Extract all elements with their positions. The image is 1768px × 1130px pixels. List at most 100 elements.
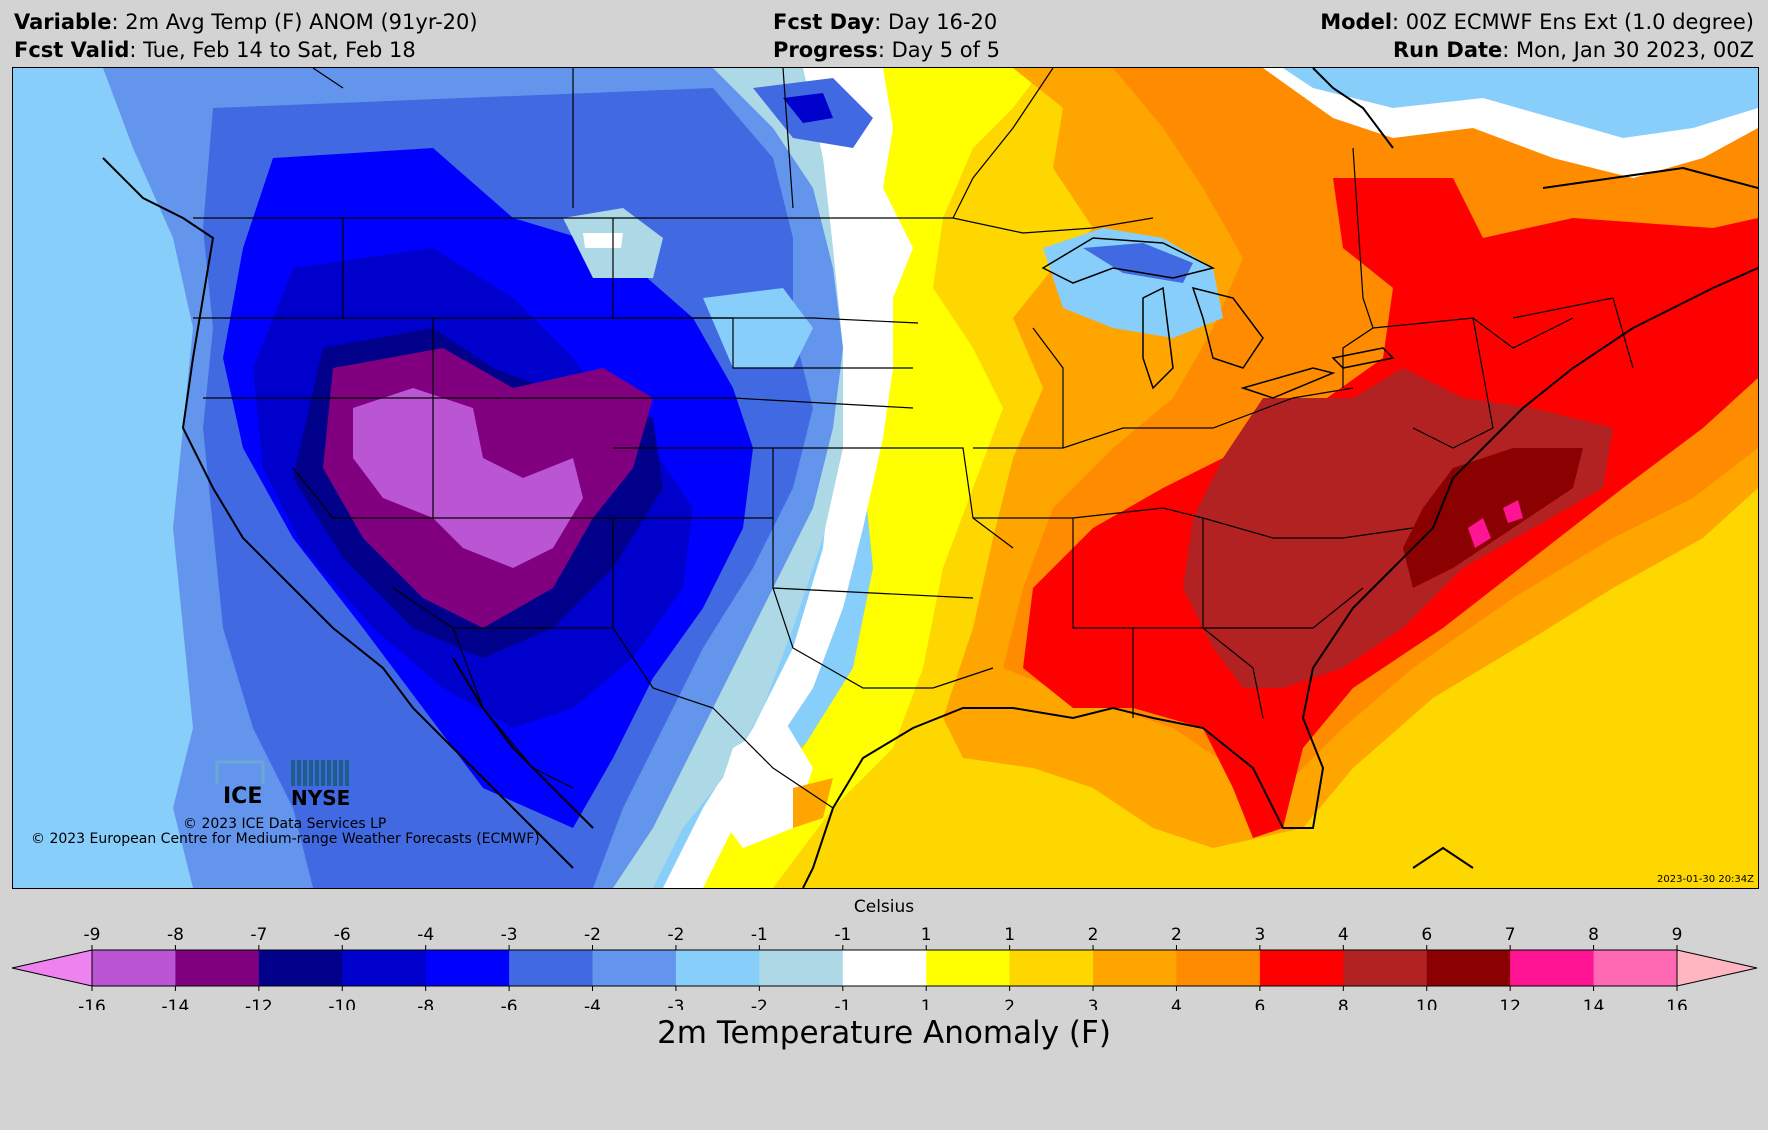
nyse-bar bbox=[345, 760, 349, 786]
border-line bbox=[193, 217, 1154, 234]
header-right: Model: 00Z ECMWF Ens Ext (1.0 degree) Ru… bbox=[1320, 8, 1754, 64]
nyse-logo-mark bbox=[291, 760, 349, 786]
colorbar-title: 2m Temperature Anomaly (F) bbox=[657, 1015, 1111, 1051]
fahrenheit-tick-label: 8 bbox=[1338, 997, 1349, 1010]
colorbar-swatch bbox=[842, 950, 927, 986]
border-line bbox=[773, 447, 1014, 549]
celsius-tick-label: 2 bbox=[1171, 925, 1182, 945]
colorbar-svg: Celsius -9 -8 -7 -6 -4 -3 -2 -2 -1 -1 1 1 2 2 3 4 6 7 8 9 -… bbox=[11, 897, 1758, 1010]
celsius-tick-label: 8 bbox=[1588, 925, 1599, 945]
colorbar-celsius-label: Celsius bbox=[854, 897, 914, 917]
state-borders bbox=[193, 68, 1634, 809]
header-center: Fcst Day: Day 16-20 Progress: Day 5 of 5 bbox=[773, 8, 1000, 64]
border-line bbox=[1412, 317, 1494, 449]
border-line bbox=[952, 68, 1054, 219]
celsius-tick-label: 3 bbox=[1254, 925, 1265, 945]
colorbar-swatch bbox=[175, 950, 260, 986]
anomaly-zone bbox=[713, 718, 813, 848]
fahrenheit-tick-label: 12 bbox=[1499, 997, 1521, 1010]
ice-logo-bracket bbox=[215, 760, 265, 784]
anomaly-zone bbox=[353, 388, 583, 568]
nyse-bar bbox=[303, 760, 307, 786]
coastline bbox=[452, 657, 594, 829]
fahrenheit-tick-label: -2 bbox=[751, 997, 768, 1010]
model-value: : 00Z ECMWF Ens Ext (1.0 degree) bbox=[1392, 10, 1754, 34]
anomaly-map-svg bbox=[102, 68, 1758, 888]
colorbar-swatch bbox=[926, 950, 1011, 986]
celsius-tick-label: 2 bbox=[1088, 925, 1099, 945]
colorbar: Celsius -9 -8 -7 -6 -4 -3 -2 -2 -1 -1 1 1 2 2 3 4 6 7 8 9 -… bbox=[0, 890, 1768, 1090]
border-line bbox=[782, 68, 794, 209]
ecmwf-credit: © 2023 European Centre for Medium-range … bbox=[31, 831, 540, 847]
header-left: Variable: 2m Avg Temp (F) ANOM (91yr-20)… bbox=[14, 8, 478, 64]
anomaly-zone bbox=[783, 93, 833, 123]
fahrenheit-tick-label: 3 bbox=[1088, 997, 1099, 1010]
coastline bbox=[832, 267, 1758, 829]
fahrenheit-tick-label: -6 bbox=[501, 997, 518, 1010]
border-line bbox=[973, 387, 1354, 449]
anomaly-zone bbox=[1083, 243, 1193, 283]
fahrenheit-tick-label: -4 bbox=[584, 997, 601, 1010]
border-line bbox=[612, 627, 834, 809]
border-line bbox=[452, 627, 574, 789]
colorbar-swatch bbox=[1009, 950, 1094, 986]
progress-value: : Day 5 of 5 bbox=[877, 38, 1001, 62]
celsius-tick-label: 1 bbox=[921, 925, 932, 945]
border-line bbox=[203, 317, 434, 399]
fcst-day-label: Fcst Day bbox=[773, 10, 875, 34]
anomaly-zone bbox=[583, 233, 623, 248]
colorbar-swatch bbox=[1093, 950, 1177, 986]
fahrenheit-tick-label: 16 bbox=[1666, 997, 1688, 1010]
lake-superior bbox=[1041, 237, 1216, 284]
lake-huron bbox=[1191, 286, 1264, 369]
celsius-tick-label: -7 bbox=[250, 925, 267, 945]
nyse-bar bbox=[327, 760, 331, 786]
fahrenheit-tick-label: -1 bbox=[834, 997, 851, 1010]
lake-ontario bbox=[1331, 347, 1395, 369]
celsius-tick-label: -3 bbox=[501, 925, 518, 945]
celsius-tick-label: -8 bbox=[167, 925, 184, 945]
anomaly-zone bbox=[1468, 518, 1491, 548]
anomaly-zone bbox=[793, 778, 833, 828]
celsius-tick-label: -2 bbox=[667, 925, 684, 945]
fahrenheit-tick-label: -10 bbox=[328, 997, 356, 1010]
border-line bbox=[1072, 507, 1414, 539]
celsius-tick-label: -4 bbox=[417, 925, 434, 945]
anomaly-map: ICE NYSE © 2023 ICE Data Services LP © 2… bbox=[12, 67, 1759, 889]
colorbar-swatch bbox=[675, 950, 760, 986]
celsius-tick-label: -1 bbox=[751, 925, 768, 945]
celsius-tick-label: 1 bbox=[1004, 925, 1015, 945]
celsius-tick-label: -2 bbox=[584, 925, 601, 945]
coastline bbox=[1412, 846, 1474, 869]
colorbar-swatch bbox=[92, 950, 176, 986]
colorbar-swatch bbox=[1426, 950, 1511, 986]
colorbar-swatch bbox=[1343, 950, 1428, 986]
valid-label: Fcst Valid bbox=[14, 38, 130, 62]
nyse-bar bbox=[339, 760, 343, 786]
colorbar-swatch bbox=[425, 950, 510, 986]
colorbar-outline bbox=[91, 949, 1678, 987]
colorbar-swatch bbox=[1259, 950, 1344, 986]
colorbar-swatch bbox=[1176, 950, 1261, 986]
border-line bbox=[1133, 587, 1364, 629]
great-lakes bbox=[1041, 237, 1395, 399]
border-line bbox=[312, 68, 344, 89]
nyse-logo-text: NYSE bbox=[291, 786, 351, 810]
colorbar-swatch bbox=[759, 950, 844, 986]
nyse-bar bbox=[321, 760, 325, 786]
colorbar-swatch bbox=[342, 950, 427, 986]
fahrenheit-tick-label: -3 bbox=[667, 997, 684, 1010]
fahrenheit-tick-label: 10 bbox=[1416, 997, 1438, 1010]
nyse-bar bbox=[309, 760, 313, 786]
border-line bbox=[1352, 147, 1374, 329]
lake-erie bbox=[1240, 367, 1336, 399]
celsius-tick-label: -9 bbox=[84, 925, 101, 945]
coastline bbox=[1312, 68, 1394, 149]
colorbar-swatches bbox=[11, 949, 1758, 987]
anomaly-zone bbox=[1043, 228, 1223, 338]
border-line bbox=[292, 398, 434, 519]
border-line bbox=[612, 218, 913, 369]
fahrenheit-tick-label: 1 bbox=[921, 997, 932, 1010]
border-line bbox=[1032, 327, 1064, 448]
celsius-tick-label: -6 bbox=[334, 925, 351, 945]
